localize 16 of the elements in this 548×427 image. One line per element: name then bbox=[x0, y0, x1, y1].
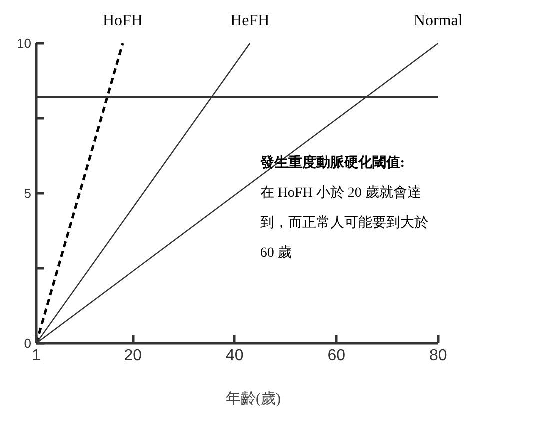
annotation: 在 HoFH 小於 20 歲就會達 bbox=[260, 185, 422, 201]
series-label: HeFH bbox=[230, 12, 270, 30]
x-tick-label: 20 bbox=[124, 348, 142, 364]
x-tick-label: 1 bbox=[32, 348, 42, 364]
annotation: 到，而正常人可能要到大於 bbox=[260, 215, 428, 231]
series-label: HoFH bbox=[102, 12, 144, 30]
x-tick-label: 60 bbox=[328, 348, 346, 364]
series-label: Normal bbox=[414, 12, 464, 30]
annotation: 發生重度動脈硬化閾值: bbox=[259, 154, 405, 171]
x-tick-label: 40 bbox=[226, 348, 244, 364]
x-axis-title: 年齡(歲) bbox=[226, 390, 282, 408]
y-tick-label: 5 bbox=[24, 186, 32, 201]
annotation: 60 歲 bbox=[260, 245, 292, 261]
y-tick-label: 0 bbox=[24, 336, 32, 351]
y-tick-label: 10 bbox=[17, 36, 32, 51]
x-tick-label: 80 bbox=[429, 348, 448, 364]
